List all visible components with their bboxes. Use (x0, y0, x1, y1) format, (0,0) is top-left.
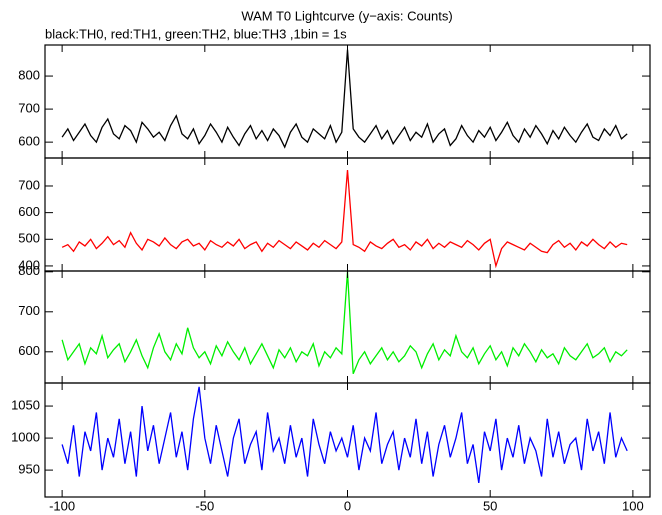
y-tick-label: 950 (18, 462, 40, 477)
x-tick-label: 100 (622, 498, 644, 513)
y-tick-label: 700 (18, 303, 40, 318)
panel (61, 271, 628, 375)
y-tick-label: 600 (18, 204, 40, 219)
y-tick-label: 1000 (11, 430, 40, 445)
x-tick-label: 0 (344, 498, 351, 513)
y-tick-label: 700 (18, 177, 40, 192)
light-curve (61, 49, 628, 149)
chart-subtitle: black:TH0, red:TH1, green:TH2, blue:TH3 … (45, 26, 347, 41)
y-tick-label: 600 (18, 134, 40, 149)
y-tick-label: 600 (18, 343, 40, 358)
light-curve (61, 386, 628, 484)
panel (61, 386, 628, 484)
chart-title: WAM T0 Lightcurve (y−axis: Counts) (241, 8, 452, 23)
panel-frame (44, 382, 651, 498)
y-tick-label: 500 (18, 231, 40, 246)
y-tick-label: 800 (18, 67, 40, 82)
y-tick-label: 400 (18, 257, 40, 272)
y-tick-label: 800 (18, 263, 40, 278)
panel (61, 49, 628, 149)
x-tick-label: -100 (49, 498, 75, 513)
y-tick-label: 1050 (11, 397, 40, 412)
x-tick-label: -50 (195, 498, 214, 513)
x-tick-label: 50 (483, 498, 497, 513)
light-curve (61, 169, 628, 269)
panel (61, 169, 628, 269)
y-tick-label: 700 (18, 101, 40, 116)
panel-frame (44, 270, 651, 384)
light-curve (61, 271, 628, 375)
